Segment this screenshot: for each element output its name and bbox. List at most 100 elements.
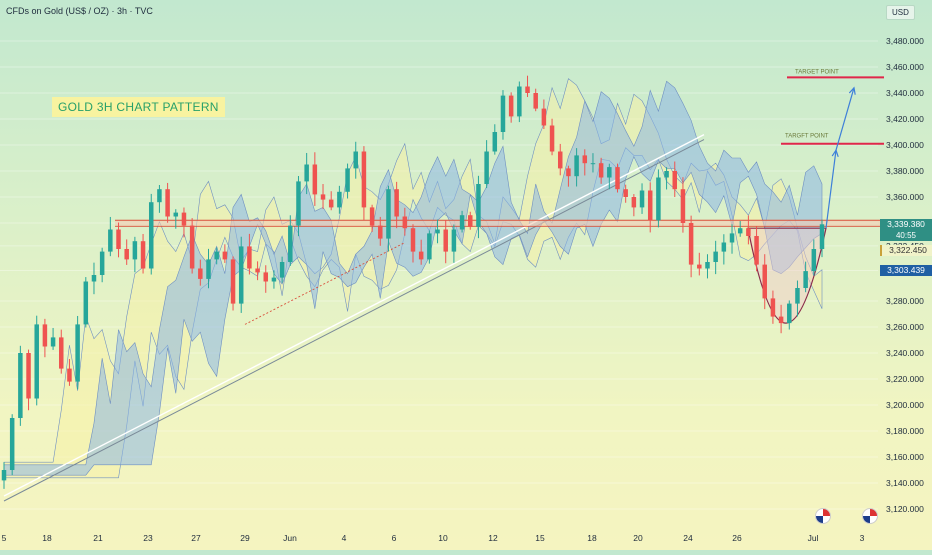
candle-body: [157, 189, 162, 203]
candle-body: [279, 262, 285, 278]
time-tick-label: 21: [93, 533, 103, 543]
candle-body: [427, 233, 432, 260]
candle-body: [451, 229, 457, 252]
chart-header: CFDs on Gold (US$ / OZ) · 3h · TVC: [6, 6, 153, 16]
candle-body: [688, 223, 694, 265]
candle-body: [181, 212, 187, 226]
candle-body: [590, 163, 596, 165]
candle-body: [664, 171, 669, 178]
candle-body: [705, 262, 710, 269]
candle-body: [288, 225, 293, 262]
us-flag-event-icon[interactable]: [815, 508, 831, 524]
candle-body: [787, 303, 792, 324]
candle-body: [263, 272, 269, 282]
annotations: TARGET POINT TARGFT POINT: [781, 69, 884, 229]
time-tick-label: 18: [587, 533, 597, 543]
price-tick-label: 3,140.000: [886, 478, 924, 488]
cloud-blue: [3, 80, 823, 476]
price-tick-label: 3,380.000: [886, 166, 924, 176]
indicator-price-tag: 3,303.439: [880, 265, 932, 276]
price-tick-label: 3,240.000: [886, 348, 924, 358]
time-tick-label: 29: [240, 533, 250, 543]
candle-body: [623, 189, 628, 197]
pattern-title-label: GOLD 3H CHART PATTERN: [52, 97, 225, 117]
last-price-tag: 3,339.380 40:55: [880, 219, 932, 241]
candle-body: [517, 86, 522, 117]
candle-body: [312, 164, 318, 195]
candle-body: [566, 168, 571, 177]
candle-body: [574, 155, 579, 177]
candle-body: [18, 353, 23, 418]
candle-body: [762, 264, 767, 299]
candle-body: [345, 168, 350, 192]
price-tick-label: 3,180.000: [886, 426, 924, 436]
candle-body: [140, 241, 146, 269]
candle-body: [582, 155, 588, 164]
candle-body: [230, 259, 236, 304]
price-tick-label: 3,480.000: [886, 36, 924, 46]
candle-body: [320, 194, 326, 200]
candle-body: [173, 212, 179, 217]
candle-body: [67, 368, 72, 382]
time-tick-label: Jun: [283, 533, 297, 543]
candle-body: [91, 275, 97, 282]
candle-body: [533, 93, 538, 109]
last-price-value: 3,339.380: [887, 219, 925, 229]
candle-body: [83, 281, 89, 325]
time-tick-label: 26: [732, 533, 742, 543]
candle-body: [402, 216, 408, 229]
candle-body: [271, 277, 277, 282]
candle-body: [9, 418, 15, 470]
candle-body: [729, 233, 735, 243]
price-tick-label: 3,220.000: [886, 374, 924, 384]
time-tick-label: 18: [42, 533, 52, 543]
target-arrow-upper: [835, 87, 855, 151]
candle-body: [50, 337, 56, 347]
price-tick-label: 3,280.000: [886, 296, 924, 306]
candle-body: [148, 202, 154, 269]
candle-body: [75, 324, 80, 382]
candle-body: [222, 251, 228, 260]
currency-unit-button[interactable]: USD: [886, 5, 915, 20]
symbol-title: CFDs on Gold (US$ / OZ) · 3h · TVC: [6, 6, 153, 16]
candle-body: [337, 191, 342, 208]
candle-body: [443, 229, 448, 252]
candle-body: [238, 246, 244, 304]
price-tick-label: 3,460.000: [886, 62, 924, 72]
candle-body: [255, 268, 260, 273]
candle-body: [647, 190, 653, 221]
candle-body: [770, 298, 776, 317]
time-tick-label: 5: [2, 533, 7, 543]
candle-body: [99, 251, 105, 275]
candle-body: [459, 215, 465, 230]
candle-body: [108, 229, 113, 252]
time-tick-label: 3: [860, 533, 865, 543]
candle-body: [508, 95, 514, 117]
candle-body: [549, 125, 555, 152]
candle-body: [34, 324, 39, 399]
us-flag-event-icon[interactable]: [862, 508, 878, 524]
time-tick-label: 6: [392, 533, 397, 543]
candle-body: [418, 251, 424, 260]
candle-body: [59, 337, 64, 369]
level-price-tag: 3,322.450: [880, 245, 932, 256]
candles: [1, 75, 825, 489]
candle-body: [656, 177, 661, 221]
candle-body: [803, 271, 808, 288]
price-tick-label: 3,420.000: [886, 114, 924, 124]
candle-body: [435, 229, 440, 234]
candle-body: [746, 228, 751, 236]
candle-body: [631, 197, 637, 208]
candle-body: [353, 151, 358, 169]
candle-body: [378, 225, 383, 239]
candle-body: [116, 229, 121, 249]
projection-line: [244, 242, 406, 325]
candle-body: [26, 353, 31, 399]
ichimoku-cloud: [3, 78, 823, 479]
target-arrow-lower: [825, 150, 837, 229]
candle-body: [607, 167, 612, 178]
candle-body: [468, 215, 473, 227]
candle-body: [811, 249, 817, 272]
